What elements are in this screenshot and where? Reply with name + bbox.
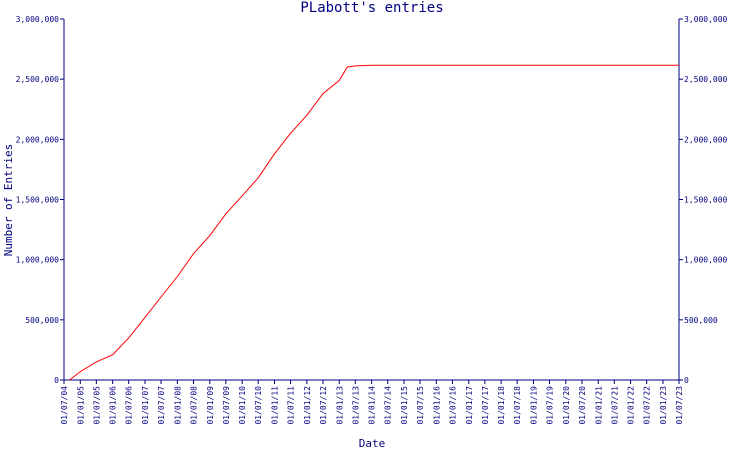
y-tick-label-right: 0 <box>684 376 689 385</box>
x-tick-label: 01/01/10 <box>238 386 247 425</box>
x-tick-label: 01/07/11 <box>287 386 296 425</box>
x-tick-label: 01/01/15 <box>400 386 409 425</box>
x-tick-label: 01/07/04 <box>60 386 69 425</box>
x-tick-label: 01/01/18 <box>497 386 506 425</box>
x-tick-label: 01/01/23 <box>659 386 668 425</box>
y-tick-label-left: 1,500,000 <box>16 196 60 205</box>
x-tick-label: 01/07/18 <box>513 386 522 425</box>
y-tick-label-left: 2,500,000 <box>16 75 60 84</box>
x-tick-label: 01/01/08 <box>173 386 182 425</box>
y-tick-label-right: 2,000,000 <box>684 135 728 144</box>
y-tick-label-right: 2,500,000 <box>684 75 728 84</box>
x-tick-label: 01/01/17 <box>465 386 474 425</box>
x-tick-label: 01/01/13 <box>335 386 344 425</box>
x-tick-label: 01/01/19 <box>529 386 538 425</box>
x-tick-label: 01/01/16 <box>432 386 441 425</box>
y-tick-label-left: 1,000,000 <box>16 256 60 265</box>
y-tick-label-right: 500,000 <box>684 316 718 325</box>
x-tick-label: 01/07/13 <box>351 386 360 425</box>
x-tick-label: 01/01/05 <box>76 386 85 425</box>
x-tick-label: 01/07/20 <box>578 386 587 425</box>
x-tick-label: 01/07/09 <box>222 386 231 425</box>
x-tick-label: 01/01/07 <box>141 386 150 425</box>
series-line <box>69 64 679 381</box>
x-tick-label: 01/01/14 <box>368 386 377 425</box>
x-tick-label: 01/01/20 <box>562 386 571 425</box>
x-tick-label: 01/01/12 <box>303 386 312 425</box>
x-tick-label: 01/07/10 <box>254 386 263 425</box>
y-tick-label-left: 3,000,000 <box>16 15 60 24</box>
x-tick-label: 01/07/21 <box>610 386 619 425</box>
x-tick-label: 01/01/06 <box>109 386 118 425</box>
x-tick-label: 01/07/22 <box>643 386 652 425</box>
x-tick-label: 01/07/16 <box>448 386 457 425</box>
x-tick-label: 01/01/21 <box>594 386 603 425</box>
y-tick-label-right: 1,500,000 <box>684 196 728 205</box>
series-layer <box>69 64 679 381</box>
x-tick-label: 01/07/05 <box>92 386 101 425</box>
x-tick-label: 01/07/17 <box>481 386 490 425</box>
x-tick-label: 01/07/07 <box>157 386 166 425</box>
x-tick-label: 01/07/06 <box>125 386 134 425</box>
y-tick-label-right: 1,000,000 <box>684 256 728 265</box>
x-tick-label: 01/01/09 <box>206 386 215 425</box>
x-tick-label: 01/07/23 <box>675 386 684 425</box>
chart-title: PLabott's entries <box>300 0 443 16</box>
y-tick-label-right: 3,000,000 <box>684 15 728 24</box>
y-tick-label-left: 500,000 <box>25 316 59 325</box>
y-axis-label: Number of Entries <box>2 144 15 257</box>
x-tick-label: 01/07/12 <box>319 386 328 425</box>
y-tick-label-left: 2,000,000 <box>16 135 60 144</box>
x-tick-label: 01/07/19 <box>546 386 555 425</box>
x-axis-label: Date <box>359 437 386 450</box>
y-tick-label-left: 0 <box>54 376 59 385</box>
x-tick-label: 01/07/08 <box>189 386 198 425</box>
x-tick-label: 01/07/14 <box>384 386 393 425</box>
axes: 0 0 500,000 500,000 1,000,000 1,000,000 1,500,… <box>16 15 728 425</box>
x-tick-label: 01/01/11 <box>270 386 279 425</box>
x-tick-label: 01/07/15 <box>416 386 425 425</box>
x-tick-label: 01/01/22 <box>627 386 636 425</box>
